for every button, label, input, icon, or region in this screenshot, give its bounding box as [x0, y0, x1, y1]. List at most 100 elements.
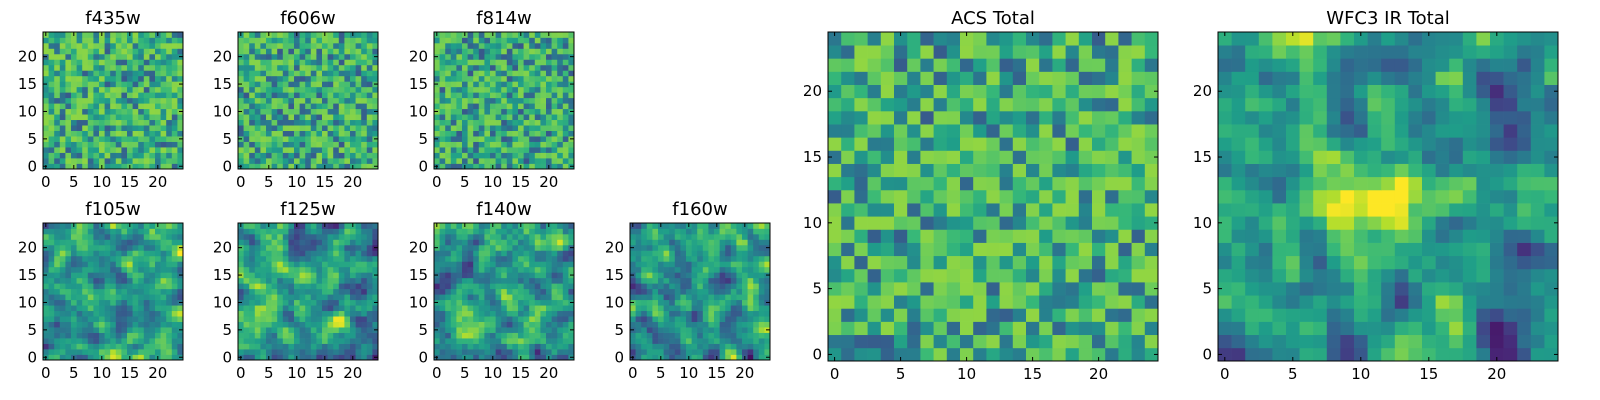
heatmap-cell: [529, 354, 536, 361]
heatmap-cell: [523, 114, 530, 121]
heatmap-cell: [540, 233, 547, 240]
heatmap-cell: [960, 295, 974, 309]
heatmap-cell: [501, 59, 508, 66]
heatmap-cell: [557, 223, 564, 229]
heatmap-cell: [127, 152, 133, 159]
heatmap-cell: [143, 332, 150, 339]
heatmap-cell: [93, 272, 100, 279]
heatmap-cell: [76, 343, 83, 350]
heatmap-cell: [1131, 163, 1146, 178]
heatmap-cell: [999, 163, 1014, 178]
heatmap-cell: [691, 233, 698, 240]
heatmap-cell: [529, 141, 536, 148]
heatmap-cell: [828, 334, 842, 349]
heatmap-cell: [254, 114, 261, 121]
heatmap-cell: [434, 59, 440, 66]
heatmap-cell: [372, 228, 379, 235]
heatmap-cell: [484, 108, 491, 115]
heatmap-cell: [736, 343, 743, 350]
heatmap-cell: [65, 114, 72, 121]
heatmap-cell: [495, 349, 502, 355]
heatmap-cell: [523, 119, 530, 126]
heatmap-cell: [115, 108, 122, 115]
heatmap-cell: [327, 228, 334, 235]
heatmap-cell: [254, 32, 261, 38]
heatmap-cell: [327, 343, 334, 350]
heatmap-cell: [344, 239, 351, 246]
heatmap-cell: [697, 255, 704, 262]
heatmap-cell: [277, 86, 284, 93]
heatmap-cell: [299, 354, 306, 361]
heatmap-cell: [1026, 189, 1040, 204]
heatmap-cell: [495, 53, 502, 60]
heatmap-cell: [54, 136, 61, 142]
heatmap-cell: [171, 250, 178, 257]
heatmap-cell: [322, 277, 328, 284]
heatmap-cell: [243, 321, 250, 328]
heatmap-cell: [501, 86, 508, 93]
heatmap-cell: [110, 288, 117, 295]
heatmap-cell: [495, 272, 502, 279]
heatmap-cell: [456, 158, 463, 164]
heatmap-cell: [99, 97, 105, 104]
heatmap-cell: [143, 316, 150, 322]
heatmap-cell: [54, 32, 61, 38]
heatmap-cell: [43, 255, 49, 262]
heatmap-cell: [450, 32, 457, 38]
heatmap-cell: [355, 32, 362, 38]
heatmap-cell: [121, 108, 128, 115]
heatmap-cell: [160, 294, 167, 301]
heatmap-cell: [93, 223, 100, 229]
heatmap-cell: [518, 332, 524, 339]
heatmap-cell: [658, 305, 664, 312]
heatmap-cell: [121, 64, 128, 71]
heatmap-cell: [115, 147, 122, 153]
heatmap-cell: [110, 103, 117, 110]
heatmap-cell: [65, 349, 72, 355]
heatmap-cell: [999, 242, 1014, 257]
heatmap-cell: [177, 316, 184, 322]
heatmap-cell: [674, 321, 681, 328]
heatmap-cell: [658, 228, 664, 235]
heatmap-cell: [149, 233, 156, 240]
heatmap-cell: [742, 338, 748, 344]
heatmap-cell: [501, 338, 508, 344]
heatmap-cell: [82, 75, 89, 82]
heatmap-cell: [501, 81, 508, 88]
heatmap-cell: [495, 108, 502, 115]
heatmap-cell: [115, 48, 122, 55]
heatmap-cell: [1105, 347, 1119, 362]
heatmap-cell: [43, 277, 49, 284]
heatmap-cell: [540, 277, 547, 284]
heatmap-cell: [350, 349, 356, 355]
heatmap-cell: [327, 261, 334, 268]
heatmap-cell: [753, 255, 760, 262]
heatmap-cell: [76, 81, 83, 88]
heatmap-cell: [138, 152, 145, 159]
heatmap-cell: [753, 327, 760, 333]
heatmap-cell: [322, 321, 328, 328]
heatmap-cell: [725, 338, 732, 344]
heatmap-cell: [93, 266, 100, 273]
heatmap-cell: [143, 228, 150, 235]
heatmap-cell: [322, 239, 328, 246]
heatmap-cell: [551, 86, 558, 93]
heatmap-cell: [467, 228, 474, 235]
heatmap-cell: [310, 114, 317, 121]
y-tick-label: 20: [18, 239, 37, 257]
heatmap-cell: [529, 233, 536, 240]
heatmap-cell: [299, 255, 306, 262]
heatmap-cell: [288, 299, 295, 306]
heatmap-cell: [747, 283, 754, 290]
heatmap-cell: [506, 147, 513, 153]
heatmap-cell: [512, 233, 519, 240]
heatmap-cell: [501, 266, 508, 273]
heatmap-cell: [260, 64, 267, 71]
heatmap-cell: [171, 316, 178, 322]
heatmap-cell: [1092, 216, 1106, 230]
heatmap-cell: [557, 158, 564, 164]
heatmap-cell: [568, 321, 575, 328]
heatmap-cell: [512, 244, 519, 251]
heatmap-cell: [568, 288, 575, 295]
heatmap-cell: [669, 250, 676, 257]
